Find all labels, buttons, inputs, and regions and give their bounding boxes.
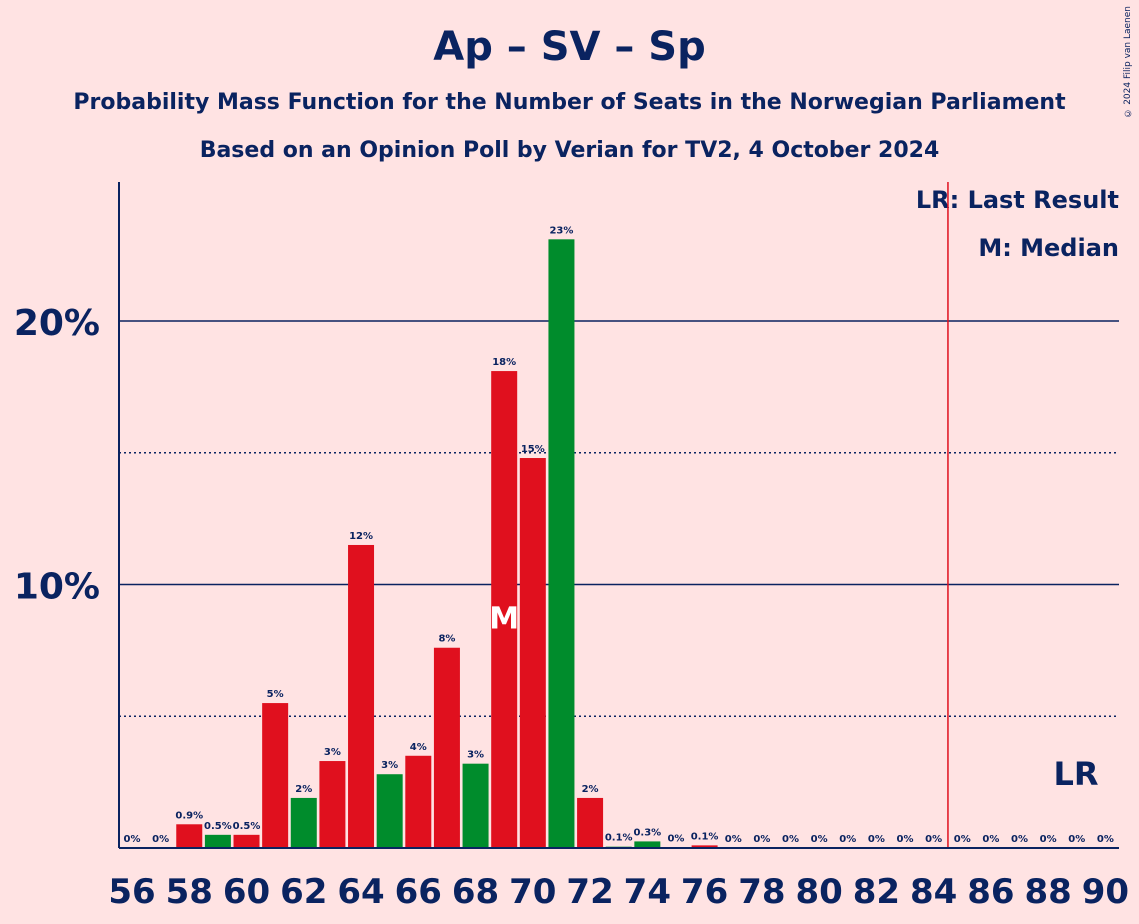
bar-value-label: 3% — [324, 747, 341, 758]
bar-value-label: 0% — [954, 834, 971, 845]
bar-value-label: 0% — [667, 833, 684, 844]
bar-value-label: 0% — [839, 834, 856, 845]
bar-seat-63 — [319, 761, 346, 848]
bar-seat-76 — [691, 845, 718, 848]
chart-subtitle-2: Based on an Opinion Poll by Verian for T… — [199, 138, 940, 163]
bar-value-label: 23% — [549, 225, 573, 236]
bar-value-label: 0.5% — [233, 821, 261, 832]
bar-seat-72 — [577, 797, 604, 848]
bar-value-label: 12% — [349, 531, 373, 542]
x-tick-label: 76 — [681, 872, 728, 912]
bar-value-label: 0% — [1040, 834, 1057, 845]
bar-seat-66 — [405, 755, 432, 848]
bar-value-label: 0% — [152, 834, 169, 845]
bar-value-label: 2% — [295, 784, 312, 795]
bar-value-label: 5% — [267, 689, 284, 700]
x-tick-label: 84 — [910, 872, 957, 912]
x-tick-label: 62 — [280, 872, 327, 912]
bar-seat-65 — [376, 774, 403, 848]
x-tick-label: 64 — [337, 872, 384, 912]
bar-seat-69 — [491, 371, 518, 848]
bar-value-label: 3% — [381, 760, 398, 771]
x-tick-label: 66 — [395, 872, 442, 912]
bar-value-label: 0.5% — [204, 821, 232, 832]
bar-value-label: 0% — [753, 834, 770, 845]
x-tick-label: 82 — [853, 872, 900, 912]
median-marker: M — [489, 602, 519, 637]
x-tick-label: 80 — [795, 872, 842, 912]
x-tick-label: 60 — [223, 872, 270, 912]
bar-value-label: 0% — [1068, 834, 1085, 845]
bar-seat-62 — [290, 797, 317, 848]
bar-value-label: 0% — [725, 834, 742, 845]
chart-subtitle: Probability Mass Function for the Number… — [73, 90, 1066, 115]
bar-value-label: 0% — [124, 834, 141, 845]
bar-value-label: 0% — [811, 834, 828, 845]
bar-seat-60 — [233, 834, 260, 848]
bar-seat-59 — [204, 834, 231, 848]
x-tick-label: 86 — [967, 872, 1014, 912]
x-tick-label: 68 — [452, 872, 499, 912]
last-result-marker: LR — [1053, 755, 1098, 793]
x-tick-label: 72 — [566, 872, 613, 912]
bar-value-label: 0% — [1011, 834, 1028, 845]
x-tick-label: 90 — [1082, 872, 1129, 912]
x-tick-label: 88 — [1024, 872, 1071, 912]
bar-value-label: 4% — [410, 742, 427, 753]
bar-value-label: 0% — [982, 834, 999, 845]
bar-seat-61 — [262, 703, 289, 848]
bar-value-label: 8% — [438, 634, 455, 645]
y-tick-label: 20% — [14, 303, 100, 344]
chart-title: Ap – SV – Sp — [433, 24, 706, 70]
x-tick-label: 78 — [738, 872, 785, 912]
bar-value-label: 0.9% — [175, 810, 203, 821]
bar-value-label: 0% — [925, 834, 942, 845]
bar-value-label: 18% — [492, 357, 516, 368]
bar-value-label: 0% — [782, 834, 799, 845]
bar-value-label: 3% — [467, 750, 484, 761]
bar-value-label: 0.1% — [605, 833, 633, 844]
bar-value-label: 15% — [521, 444, 545, 455]
bar-value-label: 0% — [897, 834, 914, 845]
legend-last-result: LR: Last Result — [915, 186, 1119, 214]
bar-seat-64 — [348, 544, 375, 848]
bar-value-label: 0.1% — [691, 831, 719, 842]
bar-seat-58 — [176, 824, 203, 848]
bar-value-label: 2% — [582, 784, 599, 795]
x-tick-label: 70 — [509, 872, 556, 912]
bar-seat-74 — [634, 841, 661, 848]
bar-value-label: 0% — [868, 834, 885, 845]
bar-seat-70 — [519, 458, 546, 848]
bar-seat-71 — [548, 239, 575, 848]
legend-median: M: Median — [978, 234, 1119, 262]
x-tick-label: 74 — [624, 872, 671, 912]
x-tick-label: 58 — [166, 872, 213, 912]
bar-seat-67 — [433, 647, 460, 848]
bar-value-label: 0% — [1097, 834, 1114, 845]
bar-value-label: 0.3% — [633, 827, 661, 838]
x-tick-label: 56 — [108, 872, 155, 912]
y-tick-label: 10% — [14, 567, 100, 608]
bar-seat-68 — [462, 763, 489, 848]
